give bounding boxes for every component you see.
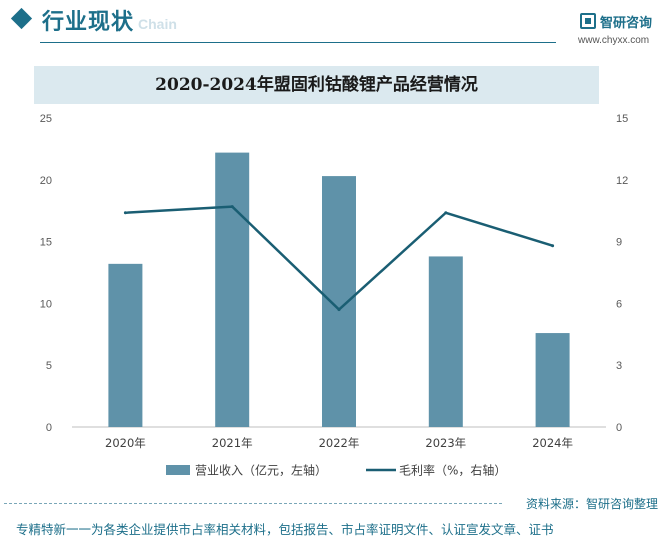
y-left-tick-label: 25 [40, 113, 52, 125]
source-note: 资料来源：智研咨询整理 [525, 497, 658, 511]
gross-margin-point [123, 211, 127, 215]
y-right-tick-label: 6 [616, 298, 622, 310]
logo-url: www.chyxx.com [578, 35, 650, 46]
y-left-tick-label: 5 [46, 360, 52, 372]
revenue-bar [535, 333, 570, 427]
y-right-tick-label: 15 [616, 113, 628, 125]
y-right-tick-label: 12 [616, 175, 628, 187]
revenue-bar [322, 176, 356, 427]
y-left-tick-label: 10 [40, 298, 52, 310]
chart-title-bar: 2020-2024年盟固利钴酸锂产品经营情况 [34, 66, 599, 104]
y-left-tick-label: 15 [40, 237, 52, 249]
x-tick-label: 2021年 [212, 436, 253, 450]
brand-logo: 智研咨询 www.chyxx.com [573, 13, 663, 53]
legend-bar-label: 营业收入（亿元，左轴） [195, 463, 327, 478]
gross-margin-point [444, 211, 448, 215]
y-left-tick-label: 20 [40, 175, 52, 187]
y-left-tick-label: 0 [46, 422, 52, 434]
footer-text: 专精特新一一为各类企业提供市占率相关材料，包括报告、市占率证明文件、认证宣发文章… [16, 522, 554, 537]
x-tick-label: 2020年 [105, 436, 146, 450]
x-tick-label: 2024年 [532, 436, 573, 450]
chart-title: 2020-2024年盟固利钴酸锂产品经营情况 [155, 75, 478, 95]
revenue-bar [215, 152, 250, 427]
legend-line-label: 毛利率（%，右轴） [399, 463, 506, 478]
y-right-tick-label: 9 [616, 237, 622, 249]
y-right-tick-label: 3 [616, 360, 622, 372]
section-subtitle: Chain [138, 16, 177, 32]
page-header: 行业现状 Chain 智研咨询 www.chyxx.com [0, 0, 666, 48]
x-tick-label: 2023年 [425, 436, 466, 450]
logo-icon [580, 13, 596, 29]
gross-margin-point [551, 244, 555, 248]
source-row: 资料来源：智研咨询整理 [0, 493, 666, 513]
gross-margin-point [230, 205, 234, 209]
revenue-bar [428, 256, 463, 427]
footer-bar: 专精特新一一为各类企业提供市占率相关材料，包括报告、市占率证明文件、认证宣发文章… [0, 513, 666, 547]
source-divider [4, 503, 502, 504]
logo-name: 智研咨询 [600, 16, 653, 31]
x-tick-label: 2022年 [319, 436, 360, 450]
gross-margin-point [337, 308, 341, 312]
header-divider [40, 42, 556, 43]
revenue-bar [108, 263, 143, 427]
legend-bar-swatch [166, 465, 190, 475]
y-right-tick-label: 0 [616, 422, 622, 434]
section-title: 行业现状 [42, 10, 135, 35]
